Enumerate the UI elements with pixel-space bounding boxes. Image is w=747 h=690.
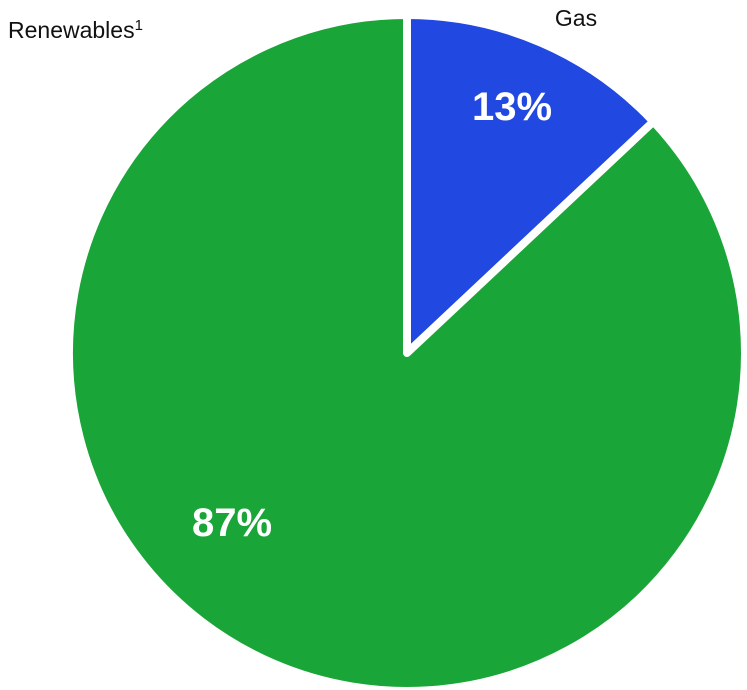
pie-slice-gas (403, 11, 658, 357)
slice-label-gas: Gas (555, 5, 597, 31)
pie-slices (65, 11, 747, 690)
slice-label-renewables-text: Renewables (8, 17, 135, 43)
slice-value-label-renewables: 87% (192, 501, 272, 545)
slice-value-label-gas: 13% (472, 85, 552, 129)
slice-label-renewables: Renewables1 (8, 17, 143, 43)
slice-label-renewables-footnote: 1 (135, 17, 143, 34)
pie-slice-renewables (65, 11, 747, 690)
